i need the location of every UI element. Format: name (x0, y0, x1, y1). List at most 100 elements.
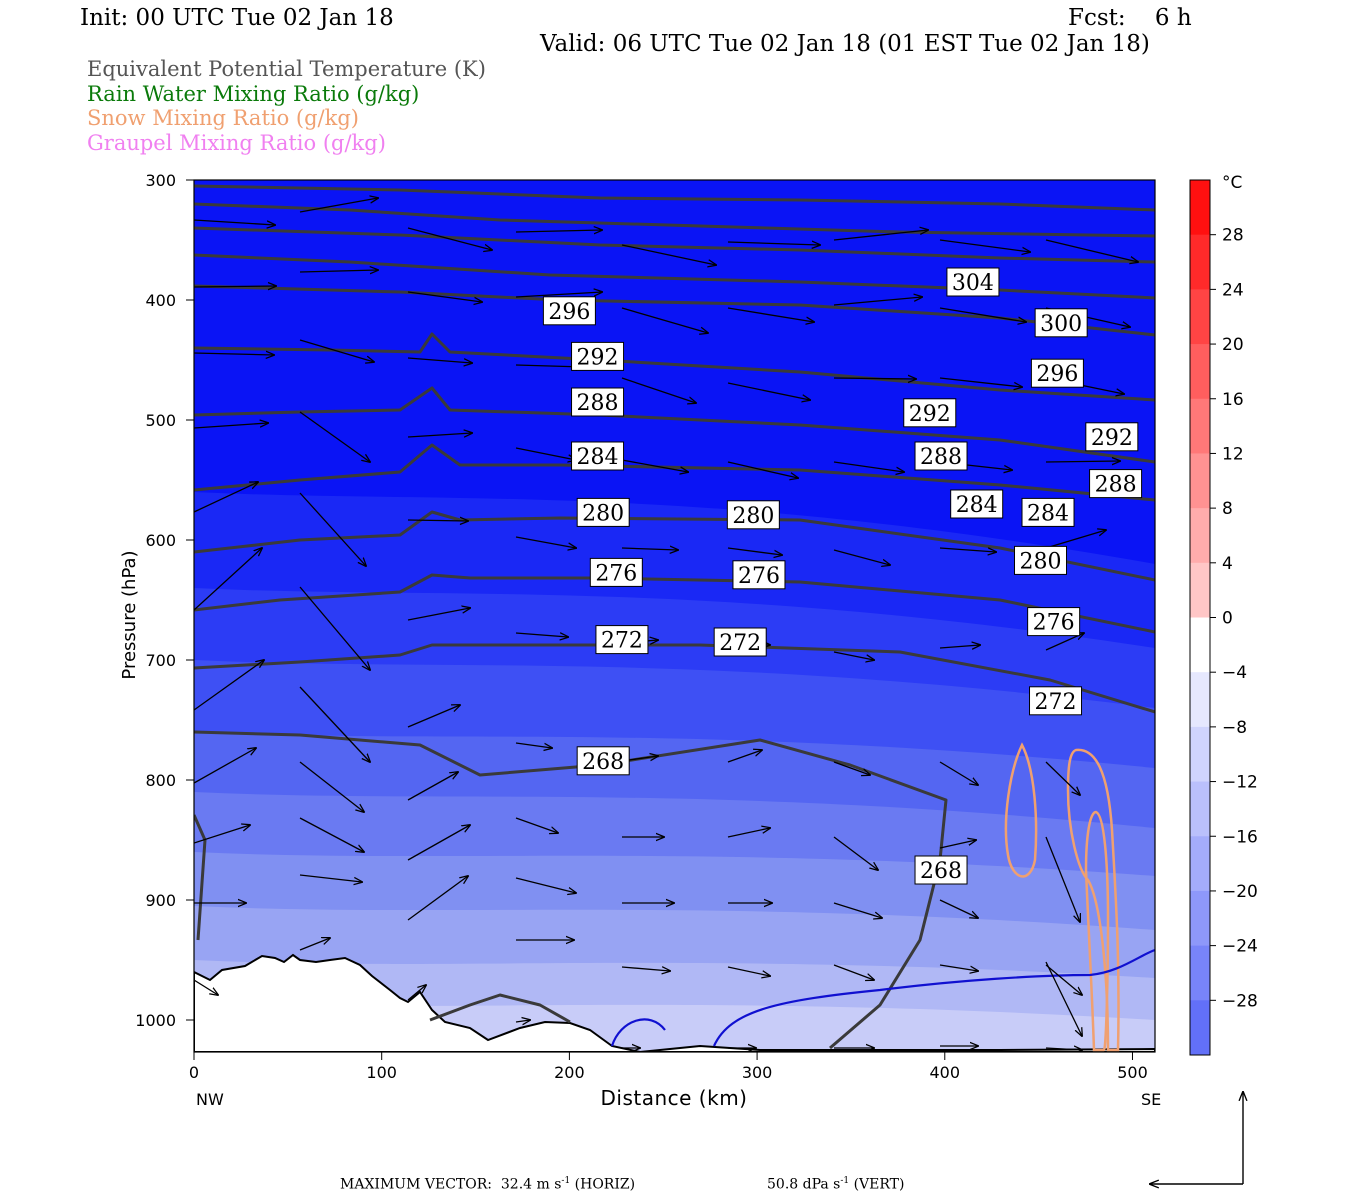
contour-label: 272 (1035, 690, 1077, 715)
colorbar-bin (1190, 836, 1210, 892)
wind-vector (833, 461, 904, 472)
wind-vector (407, 985, 426, 1001)
contour-label: 276 (595, 561, 637, 586)
x-axis-title: Distance (km) (601, 1086, 748, 1110)
colorbar-bin (1190, 344, 1210, 400)
wind-vector (727, 307, 814, 322)
wind-vector (407, 772, 458, 801)
contour-label-box (1029, 686, 1083, 716)
y-tick-label: 1000 (135, 1011, 176, 1030)
contour-label: 268 (582, 750, 624, 775)
x-tick-label: 500 (1117, 1063, 1148, 1082)
x-tick-label: 400 (930, 1063, 961, 1082)
contour-label: 272 (719, 631, 761, 656)
wind-vector (833, 902, 882, 918)
wind-vector (939, 548, 996, 552)
wind-vector (939, 239, 1030, 252)
wind-vector (515, 742, 552, 748)
snow-contour (1084, 810, 1110, 1052)
wind-vector (727, 461, 798, 478)
wind-vector (727, 242, 820, 245)
contour-label-box (576, 746, 630, 776)
contour-label-box (1014, 545, 1068, 575)
colorbar-bin (1190, 890, 1210, 947)
wind-vector (621, 459, 688, 472)
contour-label-box (589, 557, 643, 587)
contour-label: 292 (909, 402, 951, 427)
wind-vector (407, 705, 460, 728)
legend-rain: Rain Water Mixing Ratio (g/kg) (87, 82, 420, 106)
colorbar-tick-label: −24 (1222, 937, 1258, 957)
legend-snow: Snow Mixing Ratio (g/kg) (87, 106, 359, 130)
theta-e-contour (194, 730, 948, 1050)
theta-e-contour (194, 226, 1155, 264)
wind-vector (194, 748, 256, 784)
wind-vector (407, 520, 468, 521)
contour-label-box (1027, 607, 1081, 637)
colorbar-bin (1190, 672, 1210, 728)
contour-label-box (914, 441, 968, 471)
wind-vector (299, 339, 374, 362)
contour-label: 288 (577, 391, 619, 416)
colorbar-tick-label: 0 (1222, 609, 1233, 629)
wind-vector (515, 633, 568, 637)
y-axis: 300 400 500 600 700 800 900 1000 (135, 171, 194, 1030)
colorbar-tick-label: −12 (1222, 773, 1258, 793)
wind-vector (621, 967, 670, 971)
rain-contour (610, 1018, 666, 1047)
colorbar-bin (1190, 508, 1210, 564)
forecast-hour: Fcst: 6 h (1068, 5, 1192, 31)
wind-vector (407, 876, 468, 921)
y-tick-label: 500 (145, 411, 176, 430)
wind-vector (939, 307, 1026, 322)
wind-vector (939, 899, 978, 918)
theta-e-contour (194, 332, 1155, 402)
colorbar-tick-label: −8 (1222, 718, 1247, 738)
contour-label: 276 (738, 564, 780, 589)
reference-vector (1150, 1092, 1243, 1184)
max-vector-vert: 50.8 dPa s-1 (VERT) (767, 1176, 905, 1193)
wind-vector (1045, 961, 1082, 1036)
wind-vector (833, 378, 916, 379)
x-tick-label: 300 (742, 1063, 773, 1082)
x-tick-label: 200 (554, 1063, 585, 1082)
contour-label-box (542, 296, 596, 326)
wind-vector (515, 1020, 530, 1022)
snow-contour (1004, 742, 1038, 878)
temperature-shading (194, 180, 1155, 1052)
mixing-ratio-contours (610, 742, 1155, 1052)
wind-vector (407, 608, 470, 621)
contour-label: 296 (1036, 362, 1078, 387)
valid-time: Valid: 06 UTC Tue 02 Jan 18 (01 EST Tue … (540, 31, 1150, 57)
contour-label: 288 (920, 445, 962, 470)
max-vector-horiz: MAXIMUM VECTOR: 32.4 m s-1 (HORIZ) (340, 1176, 636, 1193)
terrain-surface (194, 953, 1155, 1052)
colorbar-bin (1190, 617, 1210, 673)
wind-vector (939, 964, 978, 971)
contour-label-box (1030, 358, 1084, 388)
wind-vector (833, 297, 922, 306)
contour-label: 284 (577, 445, 619, 470)
wind-vector (299, 586, 370, 670)
contour-label-box (713, 627, 767, 657)
contour-label: 284 (1027, 501, 1069, 526)
contour-label-box (1034, 308, 1088, 338)
wind-vector (194, 979, 218, 995)
wind-vector (194, 219, 275, 225)
wind-vector (939, 840, 976, 849)
colorbar-tick-label: 8 (1222, 499, 1233, 519)
legend-graupel: Graupel Mixing Ratio (g/kg) (87, 131, 386, 155)
contour-label-box (1089, 469, 1143, 499)
contour-label: 296 (548, 300, 590, 325)
wind-vector (727, 547, 782, 555)
theta-e-contour (194, 202, 1155, 238)
colorbar-tick-label: 16 (1222, 390, 1244, 410)
wind-vector (515, 292, 602, 298)
contour-label: 304 (952, 271, 994, 296)
init-time: Init: 00 UTC Tue 02 Jan 18 (80, 5, 394, 31)
wind-vector (833, 761, 870, 775)
wind-vector (1045, 239, 1138, 262)
wind-vector (407, 357, 472, 363)
wind-vector (299, 874, 362, 882)
colorbar-bin (1190, 1000, 1210, 1056)
